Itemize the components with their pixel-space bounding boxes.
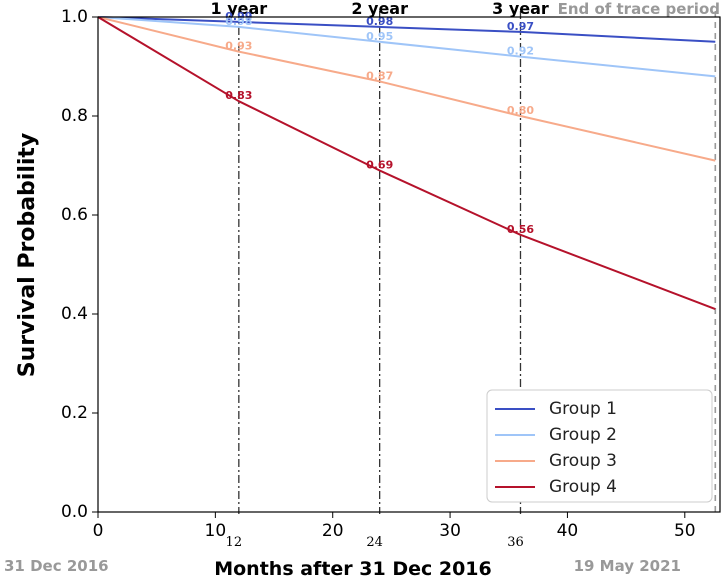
series-line bbox=[97, 16, 716, 78]
year-marker-sublabel: 12 bbox=[226, 535, 243, 550]
legend-label: Group 3 bbox=[549, 451, 617, 471]
legend-label: Group 2 bbox=[549, 425, 617, 445]
x-tick-label: 50 bbox=[674, 521, 696, 541]
point-label: 0.95 bbox=[366, 30, 393, 43]
series-line bbox=[97, 16, 716, 43]
legend-label: Group 4 bbox=[549, 477, 617, 497]
year-marker-sublabel: 36 bbox=[507, 535, 524, 550]
y-tick-label: 0.0 bbox=[61, 502, 88, 522]
plot-frame bbox=[97, 16, 721, 513]
end-of-trace-title: End of trace period bbox=[558, 0, 720, 18]
y-tick-label: 0.6 bbox=[61, 205, 88, 225]
point-label: 0.83 bbox=[225, 89, 252, 102]
series-line bbox=[97, 16, 716, 311]
legend-label: Group 1 bbox=[549, 399, 617, 419]
y-tick-label: 1.0 bbox=[61, 7, 88, 27]
end-date-label: 19 May 2021 bbox=[574, 557, 681, 575]
legend: Group 1 Group 2 Group 3 Group 4 bbox=[486, 389, 713, 503]
year-marker-title: 1 year bbox=[210, 0, 267, 18]
point-label: 0.92 bbox=[507, 45, 534, 58]
start-date-label: 31 Dec 2016 bbox=[4, 557, 109, 575]
point-label: 0.87 bbox=[366, 69, 393, 82]
point-label: 0.69 bbox=[366, 158, 393, 171]
point-label: 0.98 bbox=[225, 15, 252, 28]
year-marker-title: 2 year bbox=[351, 0, 408, 18]
point-label: 0.93 bbox=[225, 40, 252, 53]
year-marker-sublabel: 24 bbox=[366, 535, 383, 550]
x-tick-label: 20 bbox=[322, 521, 344, 541]
point-label: 0.80 bbox=[507, 104, 534, 117]
point-label: 0.56 bbox=[507, 223, 534, 236]
year-marker-title: 3 year bbox=[492, 0, 549, 18]
legend-box bbox=[486, 389, 713, 503]
y-tick-label: 0.8 bbox=[61, 106, 88, 126]
x-tick-label: 0 bbox=[93, 521, 104, 541]
series-line bbox=[97, 16, 716, 162]
x-tick-label: 30 bbox=[439, 521, 461, 541]
x-tick-label: 40 bbox=[557, 521, 579, 541]
y-tick-label: 0.4 bbox=[61, 304, 88, 324]
x-tick-label: 10 bbox=[205, 521, 227, 541]
y-axis-label: Survival Probability bbox=[15, 133, 40, 378]
x-axis-label: Months after 31 Dec 2016 bbox=[214, 558, 492, 580]
point-label: 0.98 bbox=[366, 15, 393, 28]
y-tick-label: 0.2 bbox=[61, 403, 88, 423]
point-label: 0.97 bbox=[507, 20, 534, 33]
